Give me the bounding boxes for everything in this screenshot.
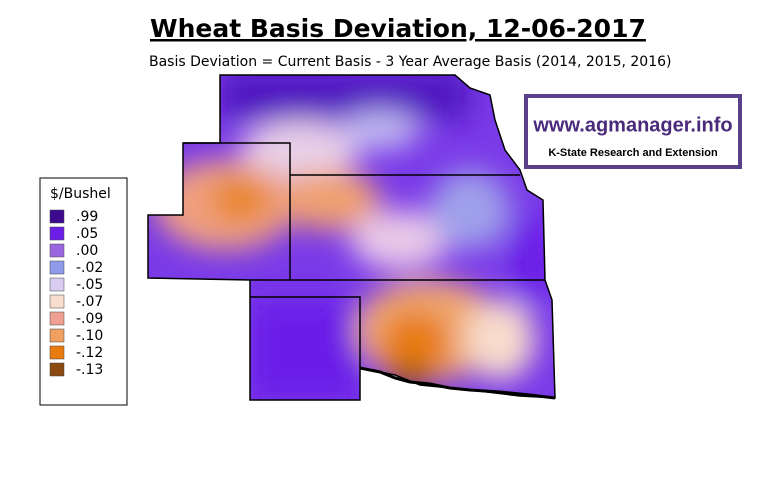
legend-swatch: [49, 362, 65, 377]
legend-label: .05: [76, 226, 98, 242]
legend-label: -.07: [76, 294, 103, 310]
legend-swatch: [49, 311, 65, 326]
legend-swatch: [49, 260, 65, 275]
state-borders: [147, 74, 556, 401]
legend-label: -.05: [76, 277, 103, 293]
map-subtitle: Basis Deviation = Current Basis - 3 Year…: [149, 54, 671, 70]
logo-url: www.agmanager.info: [532, 114, 732, 136]
legend-swatch: [49, 209, 65, 224]
basis-surface: [148, 75, 555, 400]
legend-label: -.12: [76, 345, 103, 361]
map-title: Wheat Basis Deviation, 12-06-2017: [150, 14, 646, 43]
legend-swatch: [49, 243, 65, 258]
legend-swatch: [49, 328, 65, 343]
legend-swatch: [49, 345, 65, 360]
legend-title: $/Bushel: [50, 186, 111, 202]
logo-frame: [524, 94, 742, 169]
legend-label: .00: [76, 243, 98, 259]
legend-label: -.13: [76, 362, 103, 378]
legend: $/Bushel .99.05.00-.02-.05-.07-.09-.10-.…: [39, 177, 128, 406]
legend-swatch: [49, 294, 65, 309]
logo: www.agmanager.info K-State Research and …: [524, 94, 742, 169]
logo-org: K-State Research and Extension: [548, 147, 718, 159]
legend-label: -.09: [76, 311, 103, 327]
legend-label: -.10: [76, 328, 103, 344]
legend-swatch: [49, 277, 65, 292]
legend-swatch: [49, 226, 65, 241]
legend-label: -.02: [76, 260, 103, 276]
legend-label: .99: [76, 209, 98, 225]
